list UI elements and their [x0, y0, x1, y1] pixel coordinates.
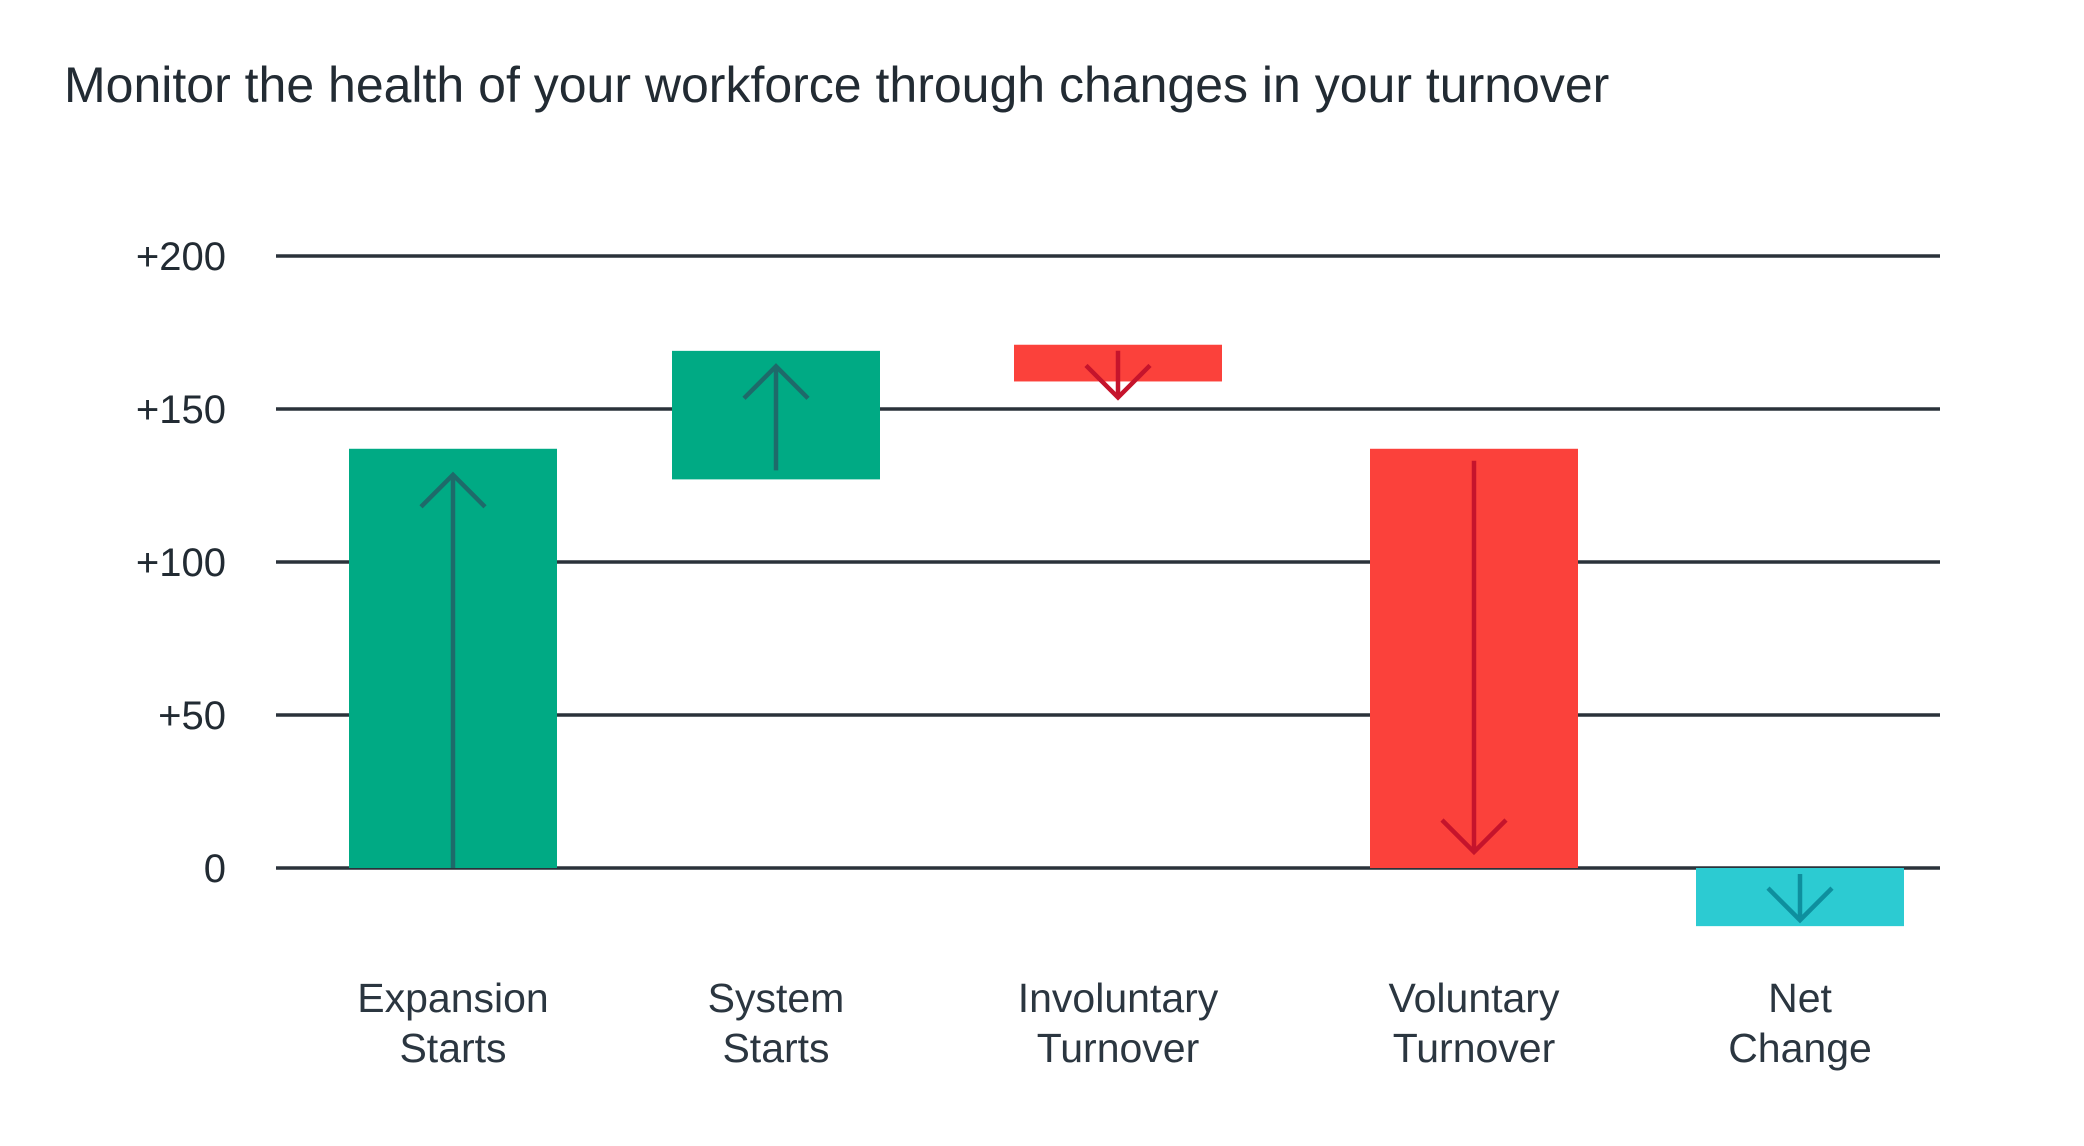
y-axis-ticks: +200 +150 +100 +50 0: [136, 235, 226, 891]
y-tick-label: +200: [136, 235, 226, 279]
arrow-up-icon: [742, 363, 810, 471]
category-label-3: Voluntary Turnover: [1389, 975, 1560, 1071]
y-tick-label: +100: [136, 541, 226, 585]
category-label-4: Net Change: [1728, 975, 1872, 1071]
category-label-line: Turnover: [1393, 1025, 1556, 1071]
arrow-down-icon: [1440, 460, 1508, 856]
category-label-line: Involuntary: [1018, 975, 1219, 1021]
category-label-line: Starts: [722, 1025, 829, 1071]
category-label-line: Voluntary: [1389, 975, 1560, 1021]
category-label-2: Involuntary Turnover: [1018, 975, 1219, 1071]
category-label-line: Change: [1728, 1025, 1872, 1071]
arrow-down-icon: [1084, 350, 1152, 401]
y-tick-label: 0: [204, 847, 226, 891]
category-label-0: Expansion Starts: [357, 975, 548, 1071]
bars: [349, 344, 1904, 927]
category-label-line: Turnover: [1037, 1025, 1200, 1071]
arrow-up-icon: [419, 471, 487, 868]
y-tick-label: +150: [136, 388, 226, 432]
category-label-line: Starts: [399, 1025, 506, 1071]
arrow-down-icon: [1766, 874, 1834, 924]
category-label-line: Expansion: [357, 975, 548, 1021]
chart-title: Monitor the health of your workforce thr…: [64, 57, 1610, 113]
category-label-line: Net: [1768, 975, 1832, 1021]
y-tick-label: +50: [158, 694, 226, 738]
category-label-line: System: [708, 975, 845, 1021]
category-label-1: System Starts: [708, 975, 845, 1071]
